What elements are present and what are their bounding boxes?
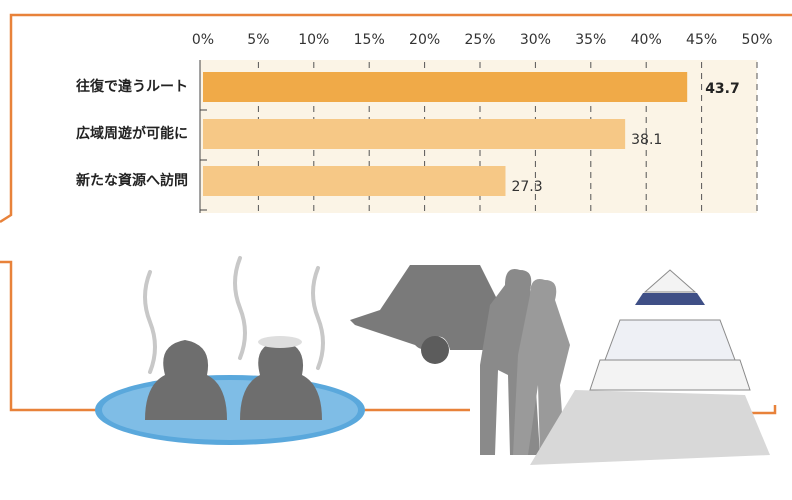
value-label: 27.3 <box>511 179 542 195</box>
bar <box>203 72 688 102</box>
category-label: 広域周遊が可能に <box>76 125 188 142</box>
value-label: 43.7 <box>705 81 740 97</box>
x-tick-label: 20% <box>409 32 440 48</box>
x-tick-label: 45% <box>686 32 717 48</box>
x-tick-label: 5% <box>247 32 269 48</box>
x-tick-label: 30% <box>520 32 551 48</box>
x-tick-label: 10% <box>298 32 329 48</box>
illustration <box>95 256 770 465</box>
x-tick-label: 15% <box>354 32 385 48</box>
value-label: 38.1 <box>631 132 662 148</box>
x-tick-label: 25% <box>464 32 495 48</box>
x-tick-label: 40% <box>631 32 662 48</box>
bar <box>203 166 506 196</box>
category-label: 往復で違うルート <box>76 78 188 95</box>
category-label: 新たな資源へ訪問 <box>76 172 188 189</box>
x-tick-label: 0% <box>192 32 214 48</box>
x-tick-label: 50% <box>741 32 772 48</box>
x-tick-label: 35% <box>575 32 606 48</box>
bar <box>203 119 626 149</box>
